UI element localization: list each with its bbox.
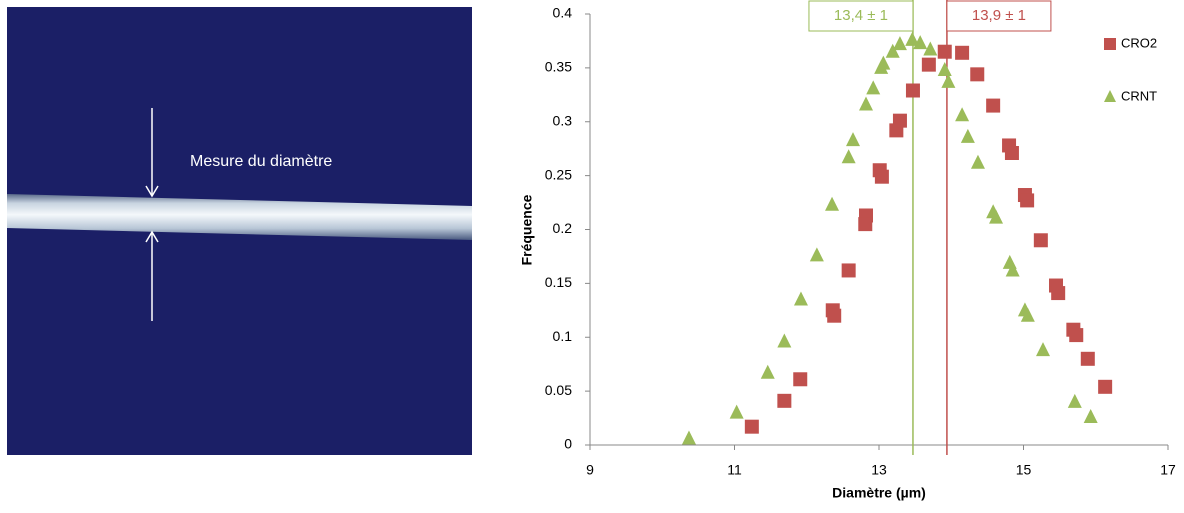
point	[1083, 408, 1098, 423]
point	[937, 44, 952, 59]
point	[955, 107, 970, 122]
point	[970, 67, 985, 82]
photo: Mesure du diamètre	[7, 7, 472, 455]
point	[760, 364, 775, 379]
arrow-head	[145, 230, 159, 243]
point	[809, 247, 824, 262]
y-tick-label: 0.4	[553, 5, 573, 21]
point	[1020, 307, 1035, 322]
point	[777, 393, 792, 408]
x-tick-label: 15	[1016, 462, 1032, 478]
point	[989, 209, 1004, 224]
point	[777, 333, 792, 348]
point	[744, 419, 759, 434]
point	[921, 57, 936, 72]
y-tick-label: 0.1	[553, 328, 573, 344]
arrow-head	[145, 185, 159, 198]
fiber	[7, 194, 472, 240]
y-tick-label: 0.2	[553, 220, 573, 236]
point	[970, 154, 985, 169]
point	[793, 372, 808, 387]
point	[937, 62, 952, 77]
y-tick-label: 0.25	[545, 166, 572, 182]
point	[681, 430, 696, 445]
y-tick-label: 0.35	[545, 59, 572, 75]
legend-label: CRO2	[1121, 35, 1157, 50]
point	[892, 36, 907, 51]
photo-annotation: Mesure du diamètre	[190, 153, 332, 170]
legend-label: CRNT	[1121, 88, 1157, 103]
point	[960, 128, 975, 143]
point	[905, 83, 920, 98]
point	[729, 404, 744, 419]
point	[941, 73, 956, 88]
point	[841, 263, 856, 278]
point	[858, 217, 873, 232]
y-tick-label: 0.05	[545, 382, 572, 398]
point	[866, 80, 881, 95]
annotation-box	[946, 0, 1052, 32]
point	[892, 113, 907, 128]
point	[1067, 393, 1082, 408]
y-tick-label: 0	[564, 436, 572, 452]
annotation-label: 13,9 ± 1	[972, 7, 1026, 24]
point	[913, 35, 928, 50]
point	[1020, 193, 1035, 208]
point	[841, 149, 856, 164]
y-tick-label: 0.15	[545, 274, 572, 290]
point	[1098, 379, 1113, 394]
point	[1080, 351, 1095, 366]
point	[905, 31, 920, 46]
point	[923, 41, 938, 56]
annotation-box	[808, 0, 914, 32]
point	[955, 45, 970, 60]
legend-marker	[1104, 90, 1116, 102]
point	[986, 98, 1001, 113]
point	[825, 196, 840, 211]
x-axis-label: Diamètre (µm)	[832, 485, 926, 501]
x-tick-label: 17	[1160, 462, 1176, 478]
point	[858, 96, 873, 111]
point	[1005, 262, 1020, 277]
point	[1069, 328, 1084, 343]
x-tick-label: 11	[727, 462, 742, 478]
point	[827, 308, 842, 323]
point	[874, 169, 889, 184]
y-tick-label: 0.3	[553, 112, 573, 128]
x-tick-label: 9	[586, 462, 594, 478]
x-tick-label: 13	[871, 462, 887, 478]
point	[1004, 145, 1019, 160]
point	[1033, 233, 1048, 248]
legend-marker	[1104, 38, 1116, 50]
point	[1051, 286, 1066, 301]
point	[793, 291, 808, 306]
point	[876, 55, 891, 70]
point	[1036, 342, 1051, 357]
annotation-label: 13,4 ± 1	[834, 7, 888, 24]
point	[845, 132, 860, 147]
y-axis-label: Fréquence	[519, 194, 535, 265]
point	[885, 43, 900, 58]
